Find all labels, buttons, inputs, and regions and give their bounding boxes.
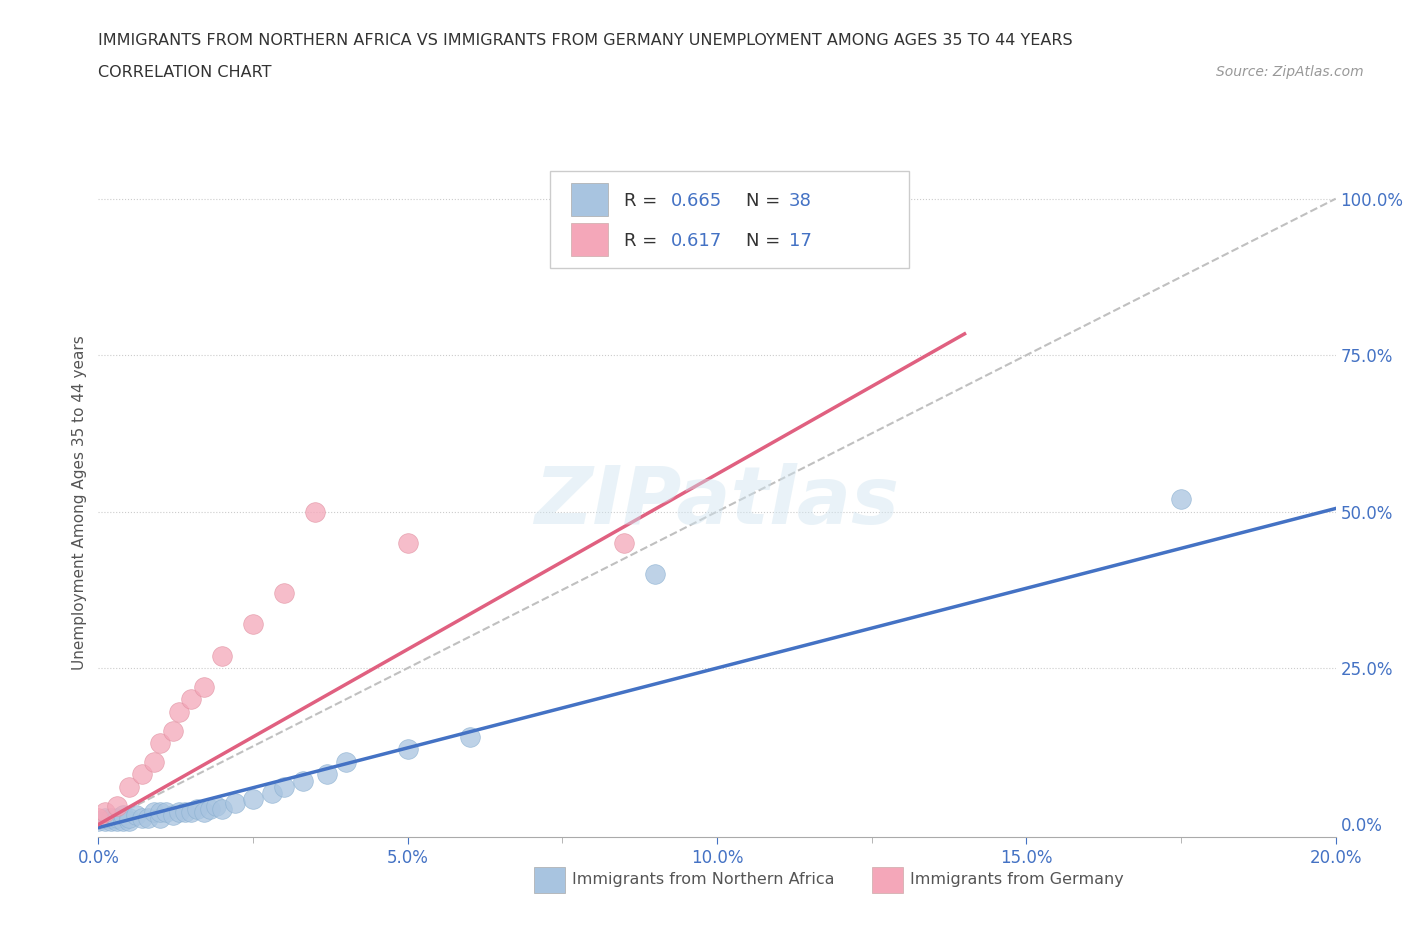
Point: [105, 811, 128, 826]
Point: [335, 754, 357, 769]
Point: [174, 804, 197, 819]
Point: [155, 804, 177, 819]
Point: [162, 724, 184, 738]
Point: [118, 814, 141, 829]
Point: [100, 814, 122, 829]
Text: N =: N =: [745, 192, 786, 210]
Point: [396, 742, 419, 757]
Text: CORRELATION CHART: CORRELATION CHART: [98, 65, 271, 80]
FancyBboxPatch shape: [571, 223, 609, 257]
Point: [242, 617, 264, 631]
Text: 0.665: 0.665: [671, 192, 723, 210]
Point: [193, 804, 215, 819]
Point: [100, 811, 122, 826]
Point: [143, 804, 166, 819]
Point: [136, 811, 159, 826]
Point: [93, 804, 115, 819]
Point: [458, 729, 481, 744]
Point: [93, 811, 115, 826]
Point: [198, 802, 221, 817]
Point: [273, 586, 295, 601]
Point: [87, 814, 110, 829]
Point: [211, 802, 233, 817]
Point: [291, 773, 314, 788]
Point: [167, 804, 190, 819]
Text: Immigrants from Germany: Immigrants from Germany: [910, 872, 1123, 887]
Point: [273, 779, 295, 794]
Text: ZIPatlas: ZIPatlas: [534, 463, 900, 541]
Point: [167, 704, 190, 719]
Point: [118, 811, 141, 826]
Point: [112, 814, 135, 829]
FancyBboxPatch shape: [550, 171, 908, 268]
Point: [186, 802, 208, 817]
Point: [613, 536, 636, 551]
Point: [211, 648, 233, 663]
Text: Source: ZipAtlas.com: Source: ZipAtlas.com: [1216, 65, 1364, 79]
Point: [105, 798, 128, 813]
FancyBboxPatch shape: [571, 183, 609, 217]
Text: R =: R =: [624, 232, 664, 250]
Point: [118, 779, 141, 794]
Point: [87, 811, 110, 826]
Point: [93, 814, 115, 829]
Point: [304, 504, 326, 519]
Point: [242, 792, 264, 807]
Text: 38: 38: [789, 192, 811, 210]
Point: [149, 804, 172, 819]
Point: [180, 692, 202, 707]
Y-axis label: Unemployment Among Ages 35 to 44 years: Unemployment Among Ages 35 to 44 years: [72, 335, 87, 670]
Text: 0.617: 0.617: [671, 232, 723, 250]
Text: IMMIGRANTS FROM NORTHERN AFRICA VS IMMIGRANTS FROM GERMANY UNEMPLOYMENT AMONG AG: IMMIGRANTS FROM NORTHERN AFRICA VS IMMIG…: [98, 33, 1073, 47]
Point: [124, 807, 146, 822]
Point: [131, 767, 153, 782]
Point: [644, 566, 666, 581]
Point: [316, 767, 339, 782]
Point: [180, 804, 202, 819]
Text: N =: N =: [745, 232, 786, 250]
Point: [224, 795, 246, 810]
Text: 17: 17: [789, 232, 811, 250]
Point: [193, 680, 215, 695]
Point: [205, 798, 228, 813]
Point: [143, 754, 166, 769]
Point: [1170, 492, 1192, 507]
Text: Immigrants from Northern Africa: Immigrants from Northern Africa: [572, 872, 835, 887]
Point: [112, 807, 135, 822]
Point: [149, 811, 172, 826]
Point: [149, 736, 172, 751]
Point: [105, 814, 128, 829]
Point: [131, 811, 153, 826]
Point: [162, 807, 184, 822]
Point: [396, 536, 419, 551]
Text: R =: R =: [624, 192, 664, 210]
Point: [260, 786, 283, 801]
